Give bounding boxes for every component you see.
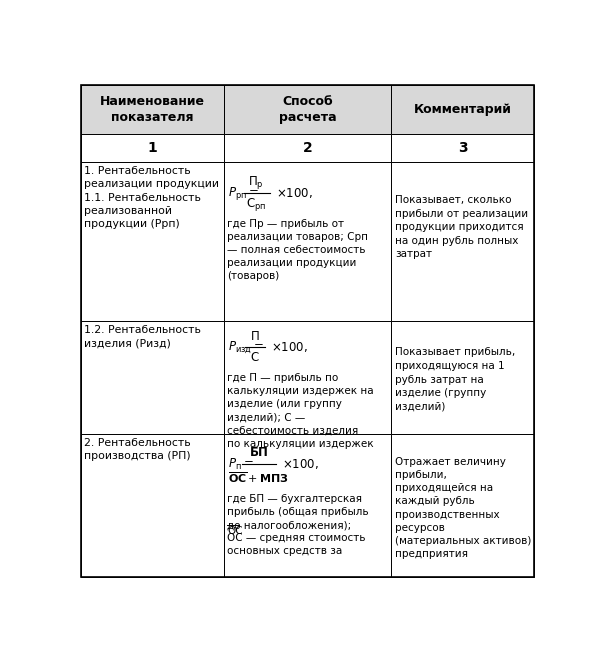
Bar — [224, 84, 391, 134]
Bar — [391, 434, 535, 577]
Text: $\mathbf{БП}$: $\mathbf{БП}$ — [249, 446, 269, 459]
Bar — [80, 162, 224, 321]
Bar — [80, 321, 224, 434]
Text: ОС: ОС — [227, 526, 243, 536]
Text: $\overline{\mathbf{ОС}}+\mathbf{МПЗ}$: $\overline{\mathbf{ОС}}+\mathbf{МПЗ}$ — [229, 470, 289, 485]
Text: ${\times}100,$: ${\times}100,$ — [271, 341, 307, 354]
Text: ${\times}100,$: ${\times}100,$ — [282, 457, 319, 472]
Text: где П — прибыль по
калькуляции издержек на
изделие (или группу
изделий); С —
себ: где П — прибыль по калькуляции издержек … — [227, 373, 374, 449]
Text: 1: 1 — [147, 141, 157, 155]
Bar — [80, 134, 224, 162]
Bar — [224, 434, 391, 577]
Text: $\mathregular{П}$: $\mathregular{П}$ — [250, 330, 260, 343]
Text: Показывает прибыль,
приходящуюся на 1
рубль затрат на
изделие (группу
изделий): Показывает прибыль, приходящуюся на 1 ру… — [395, 347, 515, 412]
Text: где БП — бухгалтерская
прибыль (общая прибыль
до налогообложения);
ОС — средняя : где БП — бухгалтерская прибыль (общая пр… — [227, 494, 369, 557]
Text: $\mathit{P}_{\mathregular{изд}}{=}$: $\mathit{P}_{\mathregular{изд}}{=}$ — [228, 339, 264, 355]
Bar — [80, 434, 224, 577]
Text: Способ
расчета: Способ расчета — [278, 95, 337, 124]
Text: Отражает величину
прибыли,
приходящейся на
каждый рубль
производственных
ресурсо: Отражает величину прибыли, приходящейся … — [395, 457, 532, 559]
Text: 2: 2 — [302, 141, 313, 155]
Text: 2. Рентабельность
производства (РП): 2. Рентабельность производства (РП) — [84, 438, 191, 461]
Bar — [391, 134, 535, 162]
Text: $\mathregular{С}_{\mathregular{рп}}$: $\mathregular{С}_{\mathregular{рп}}$ — [246, 196, 266, 213]
Bar — [224, 162, 391, 321]
Bar — [391, 321, 535, 434]
Text: где Пр — прибыль от
реализации товаров; Срп
— полная себестоимость
реализации пр: где Пр — прибыль от реализации товаров; … — [227, 219, 368, 282]
Bar — [224, 134, 391, 162]
Text: Показывает, сколько
прибыли от реализации
продукции приходится
на один рубль пол: Показывает, сколько прибыли от реализаци… — [395, 195, 529, 259]
Text: $\mathit{P}_{\mathregular{п}}{=}$: $\mathit{P}_{\mathregular{п}}{=}$ — [228, 457, 254, 472]
Text: ${\times}100,$: ${\times}100,$ — [276, 187, 313, 200]
Text: Наименование
показателя: Наименование показателя — [100, 95, 205, 124]
Text: Комментарий: Комментарий — [414, 103, 512, 116]
Text: $\mathregular{П}_{\mathregular{р}}$: $\mathregular{П}_{\mathregular{р}}$ — [248, 174, 264, 191]
Text: $\mathit{P}_{\mathregular{рп}}{=}$: $\mathit{P}_{\mathregular{рп}}{=}$ — [228, 185, 259, 202]
Bar — [224, 321, 391, 434]
Text: $\mathregular{С}$: $\mathregular{С}$ — [250, 351, 260, 364]
Text: 1. Рентабельность
реализации продукции
1.1. Рентабельность
реализованной
продукц: 1. Рентабельность реализации продукции 1… — [84, 166, 220, 229]
Bar — [391, 84, 535, 134]
Bar — [391, 162, 535, 321]
Text: 1.2. Рентабельность
изделия (Ризд): 1.2. Рентабельность изделия (Ризд) — [84, 325, 201, 348]
Text: 3: 3 — [458, 141, 468, 155]
Bar — [80, 84, 224, 134]
